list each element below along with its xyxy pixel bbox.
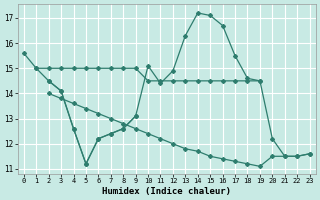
X-axis label: Humidex (Indice chaleur): Humidex (Indice chaleur) [102, 187, 231, 196]
